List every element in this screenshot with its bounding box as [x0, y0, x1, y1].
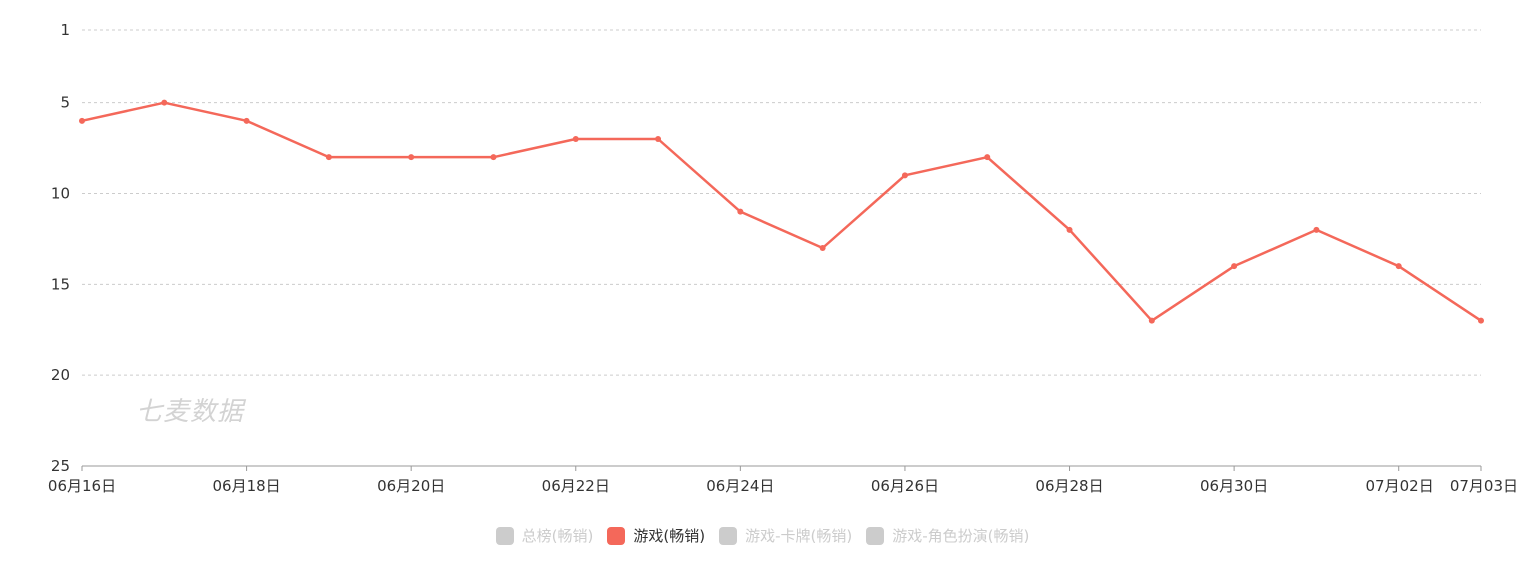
x-tick-label: 06月26日 [871, 477, 939, 495]
legend: 总榜(畅销) 游戏(畅销) 游戏-卡牌(畅销) 游戏-角色扮演(畅销) [0, 525, 1525, 546]
data-point [1395, 263, 1402, 270]
x-axis-ticks: 06月16日 06月18日 06月20日 06月22日 06月24日 06月26日 06月2… [48, 466, 1518, 495]
legend-label: 总榜(畅销) [521, 527, 594, 545]
data-point [901, 172, 908, 179]
legend-label: 游戏(畅销) [633, 527, 706, 545]
data-point [1231, 263, 1238, 270]
data-point [490, 154, 497, 161]
x-tick-label: 06月16日 [48, 477, 116, 495]
legend-swatch-icon [607, 526, 626, 545]
x-tick-label: 06月28日 [1035, 477, 1103, 495]
data-point [819, 245, 826, 251]
data-point [325, 154, 332, 161]
x-tick-label: 06月30日 [1200, 477, 1268, 495]
x-tick-label: 06月24日 [706, 477, 774, 495]
data-point [408, 154, 415, 161]
x-tick-label: 07月03日 [1450, 477, 1518, 495]
data-point [1148, 317, 1155, 324]
data-point [1313, 226, 1320, 233]
legend-item-games-card-grossing[interactable]: 游戏-卡牌(畅销) [719, 525, 852, 546]
series-line [80, 101, 1483, 322]
data-point [984, 154, 991, 161]
legend-label: 游戏-角色扮演(畅销) [892, 527, 1030, 545]
x-tick-label: 06月20日 [377, 477, 445, 495]
data-point [79, 117, 85, 124]
y-tick-label: 1 [60, 21, 70, 39]
watermark: 七麦数据 [136, 397, 247, 427]
data-point [737, 208, 744, 215]
data-point [572, 136, 579, 142]
y-tick-label: 5 [60, 94, 70, 112]
y-tick-label: 10 [51, 185, 70, 203]
legend-item-total-grossing[interactable]: 总榜(畅销) [495, 525, 594, 546]
legend-item-games-rpg-grossing[interactable]: 游戏-角色扮演(畅销) [866, 525, 1029, 546]
legend-swatch-icon [866, 526, 885, 545]
x-tick-label: 07月02日 [1366, 477, 1434, 495]
data-point [655, 136, 662, 142]
x-tick-label: 06月22日 [542, 477, 610, 495]
series-layer [79, 99, 1484, 324]
legend-label: 游戏-卡牌(畅销) [745, 527, 853, 545]
grid-lines [82, 29, 1481, 467]
y-tick-label: 15 [51, 275, 70, 293]
data-point [161, 99, 168, 106]
y-tick-label: 20 [51, 366, 70, 384]
x-tick-label: 06月18日 [212, 477, 280, 495]
legend-item-games-grossing[interactable]: 游戏(畅销) [607, 525, 705, 546]
legend-swatch-icon [495, 526, 514, 545]
legend-swatch-icon [719, 526, 738, 545]
data-point [1478, 317, 1484, 324]
data-point [1066, 226, 1073, 233]
data-point [243, 117, 250, 124]
y-tick-label: 25 [51, 457, 70, 475]
